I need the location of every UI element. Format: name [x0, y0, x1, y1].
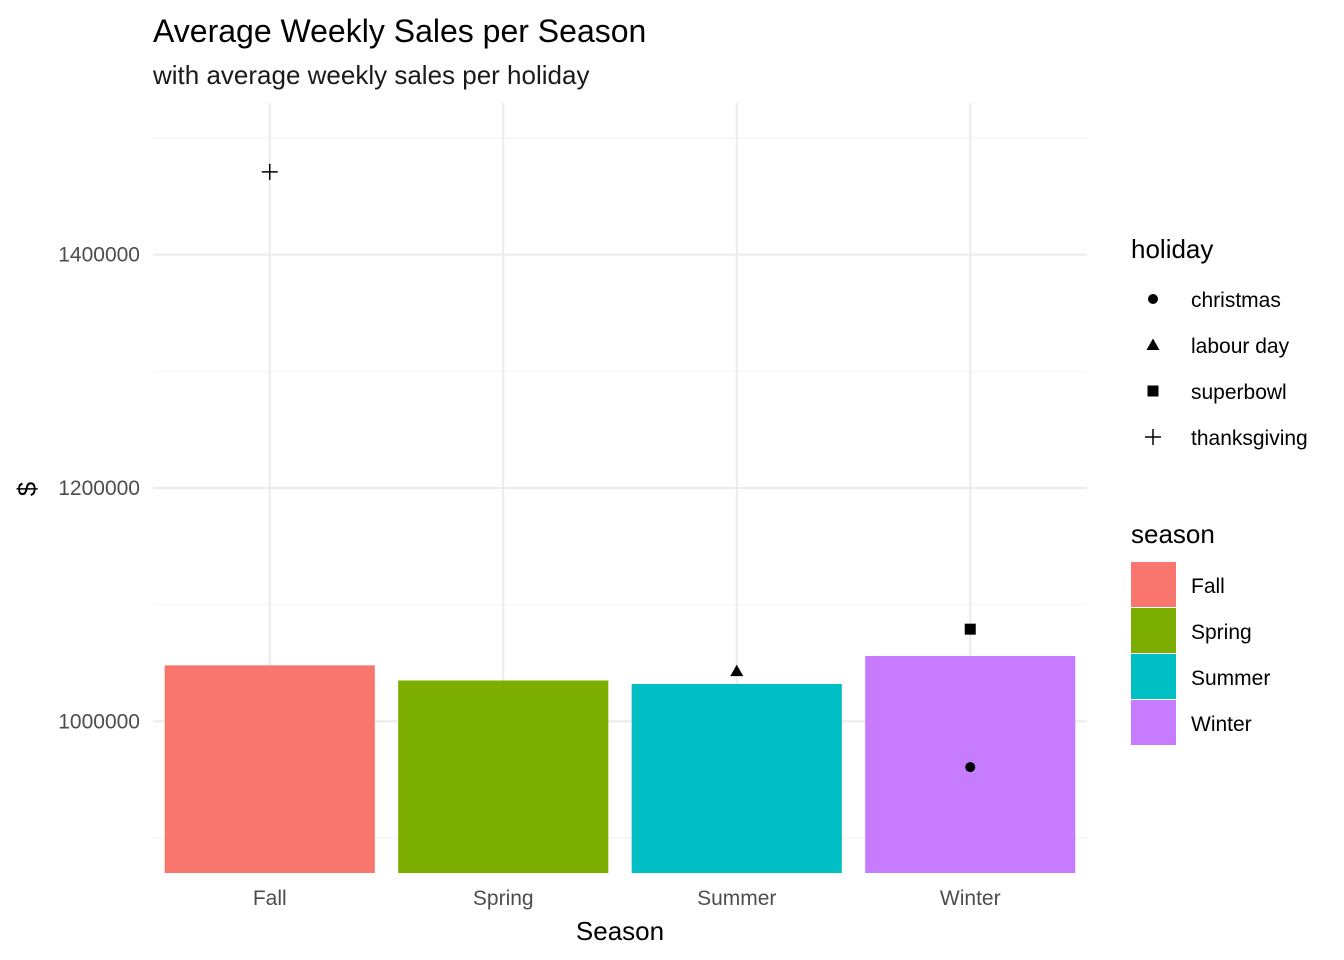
x-tick-label: Summer [697, 887, 776, 910]
legend-label: christmas [1191, 289, 1281, 312]
chart-subtitle: with average weekly sales per holiday [152, 60, 589, 90]
legend-swatch-winter [1131, 700, 1176, 745]
bar-spring [398, 680, 609, 873]
x-axis-title: Season [576, 916, 664, 946]
legend-label: Summer [1191, 667, 1270, 690]
point-christmas [965, 762, 976, 773]
x-tick-label: Fall [253, 887, 287, 910]
legend-swatch-summer [1131, 654, 1176, 699]
y-axis-ticks: 1000000 1200000 1400000 [58, 244, 140, 734]
y-tick-label: 1200000 [58, 477, 140, 500]
legend-label: Fall [1191, 575, 1225, 598]
legend-key-labour-day [1146, 338, 1160, 350]
bar-fall [164, 665, 375, 873]
legend-key-christmas [1148, 294, 1158, 304]
legend-label: thanksgiving [1191, 427, 1308, 450]
x-tick-label: Winter [940, 887, 1001, 910]
legend: holiday christmas labour day superbowl thank… [1131, 234, 1308, 745]
bar-summer [631, 684, 842, 873]
point-superbowl [964, 623, 976, 635]
legend-swatch-spring [1131, 608, 1176, 653]
x-axis-ticks: Fall Spring Summer Winter [253, 887, 1001, 910]
legend-label: Winter [1191, 713, 1252, 736]
legend-key-superbowl [1147, 385, 1159, 397]
legend-label: labour day [1191, 335, 1290, 358]
x-tick-label: Spring [473, 887, 534, 910]
legend-label: Spring [1191, 621, 1252, 644]
legend-title-season: season [1131, 519, 1215, 549]
legend-key-thanksgiving [1145, 429, 1161, 445]
legend-swatch-fall [1131, 562, 1176, 607]
point-thanksgiving [261, 163, 278, 180]
chart-title: Average Weekly Sales per Season [153, 13, 646, 49]
y-tick-label: 1000000 [58, 710, 140, 733]
y-axis-title: $ [12, 481, 42, 496]
y-tick-label: 1400000 [58, 244, 140, 267]
holiday-points [261, 163, 976, 773]
legend-label: superbowl [1191, 381, 1287, 404]
point-labour-day [730, 664, 744, 677]
bars [164, 656, 1076, 873]
legend-title-holiday: holiday [1131, 234, 1213, 264]
